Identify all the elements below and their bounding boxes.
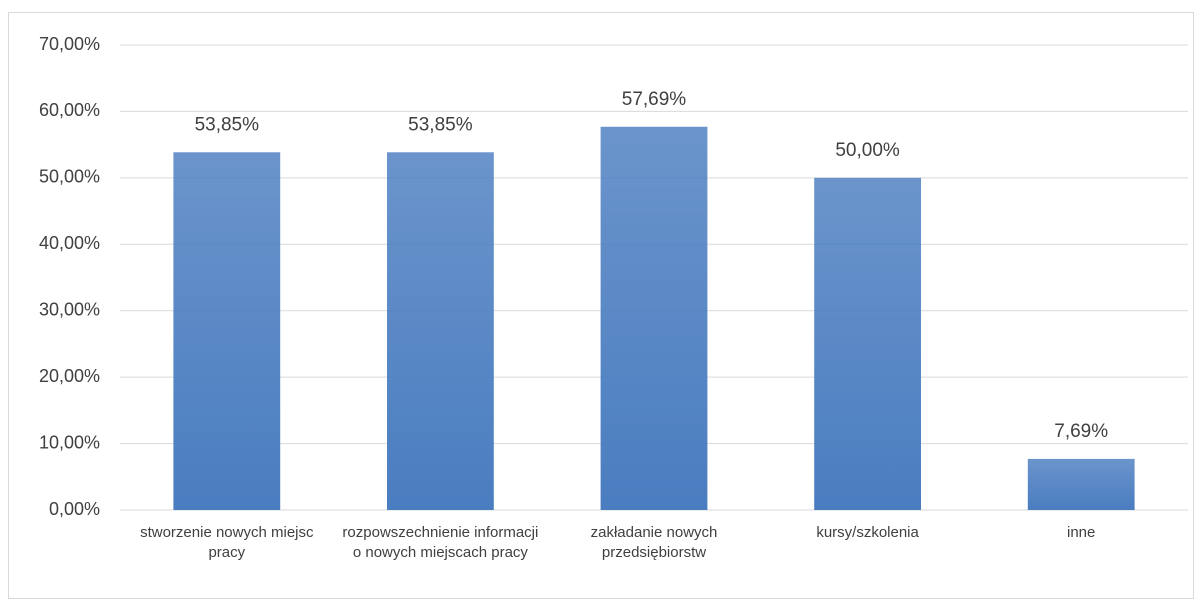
value-label: 57,69%	[622, 89, 687, 110]
x-tick-label: kursy/szkolenia	[816, 524, 919, 541]
x-tick-label: rozpowszechnienie informacji o nowych mi…	[342, 524, 539, 561]
y-tick-label: 20,00%	[39, 366, 100, 386]
value-label: 53,85%	[195, 114, 260, 135]
value-label: 50,00%	[835, 140, 900, 161]
y-tick-label: 50,00%	[39, 167, 100, 187]
y-tick-label: 40,00%	[39, 233, 100, 253]
bar	[600, 126, 708, 511]
y-tick-label: 70,00%	[39, 34, 100, 54]
bar	[173, 152, 281, 510]
x-tick-label: zakładanie nowych przedsiębiorstw	[590, 524, 718, 561]
y-tick-label: 0,00%	[49, 499, 100, 519]
bar	[814, 177, 921, 510]
value-label: 53,85%	[408, 114, 473, 135]
x-tick-label: stworzenie nowych miejsc pracy	[140, 524, 314, 561]
x-tick-label: inne	[1067, 524, 1096, 541]
y-tick-label: 10,00%	[39, 432, 100, 452]
value-label: 7,69%	[1054, 421, 1108, 442]
bar	[1027, 458, 1135, 510]
y-tick-label: 30,00%	[39, 299, 100, 319]
y-tick-label: 60,00%	[39, 100, 100, 120]
bar	[387, 152, 494, 510]
